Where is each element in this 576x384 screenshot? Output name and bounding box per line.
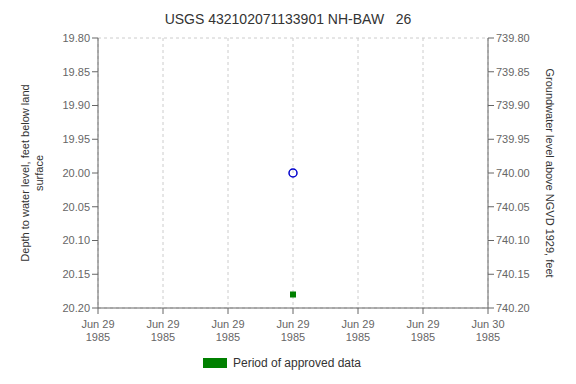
html-text:USGS 432102071133901 NH-BAW 26: USGS 432102071133901 NH-BAW 26 xyxy=(164,11,412,27)
html-text:Period of approved data: Period of approved data xyxy=(233,356,361,370)
svg-text:739.95: 739.95 xyxy=(496,133,530,145)
svg-text:739.85: 739.85 xyxy=(496,66,530,78)
svg-text:Jun 291985: Jun 291985 xyxy=(81,318,114,343)
svg-text:Jun 291985: Jun 291985 xyxy=(276,318,309,343)
svg-text:20.05: 20.05 xyxy=(62,201,90,213)
svg-text:Jun 291985: Jun 291985 xyxy=(211,318,244,343)
svg-text:Jun 291985: Jun 291985 xyxy=(146,318,179,343)
svg-text:Jun 291985: Jun 291985 xyxy=(341,318,374,343)
svg-text:740.20: 740.20 xyxy=(496,302,530,314)
svg-text:Depth to water level, feet bel: Depth to water level, feet below landsur… xyxy=(19,84,44,261)
svg-text:Jun 291985: Jun 291985 xyxy=(406,318,439,343)
svg-text:20.15: 20.15 xyxy=(62,268,90,280)
svg-text:Groundwater level above NGVD 1: Groundwater level above NGVD 1929, feet xyxy=(544,68,556,277)
svg-text:19.80: 19.80 xyxy=(62,32,90,44)
svg-text:Jun 301985: Jun 301985 xyxy=(471,318,504,343)
svg-text:739.80: 739.80 xyxy=(496,32,530,44)
svg-text:20.10: 20.10 xyxy=(62,234,90,246)
svg-text:740.10: 740.10 xyxy=(496,234,530,246)
svg-text:20.20: 20.20 xyxy=(62,302,90,314)
svg-text:740.05: 740.05 xyxy=(496,201,530,213)
svg-text:740.15: 740.15 xyxy=(496,268,530,280)
svg-text:740.00: 740.00 xyxy=(496,167,530,179)
svg-text:19.85: 19.85 xyxy=(62,66,90,78)
svg-text:19.90: 19.90 xyxy=(62,99,90,111)
svg-text:19.95: 19.95 xyxy=(62,133,90,145)
svg-text:739.90: 739.90 xyxy=(496,99,530,111)
svg-text:20.00: 20.00 xyxy=(62,167,90,179)
